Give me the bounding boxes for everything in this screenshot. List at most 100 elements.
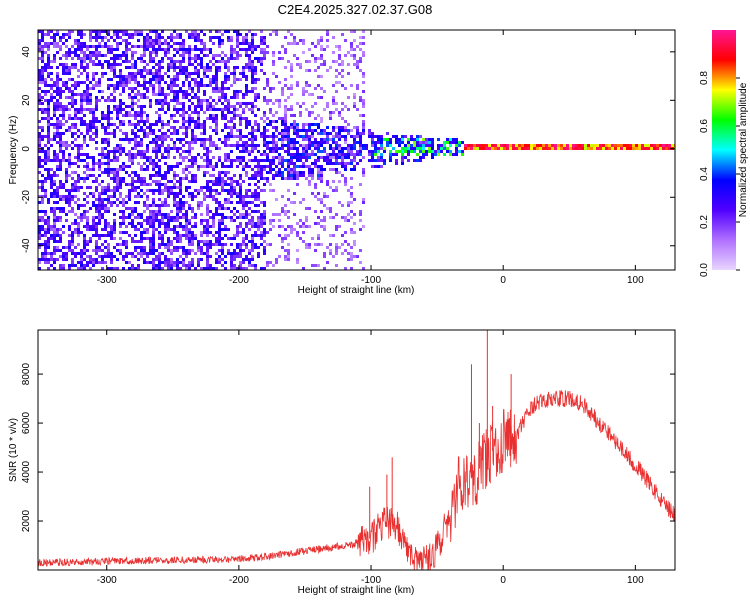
spectrogram-cell xyxy=(326,39,329,42)
spectrogram-cell xyxy=(167,216,170,219)
spectrogram-cell xyxy=(374,147,377,150)
spectrogram-cell xyxy=(38,141,41,144)
spectrogram-cell xyxy=(239,138,242,141)
spectrogram-cell xyxy=(107,45,110,48)
spectrogram-cell xyxy=(122,81,125,84)
spectrogram-cell xyxy=(188,243,191,246)
spectrogram-cell xyxy=(428,150,431,153)
spectrogram-cell xyxy=(326,138,329,141)
spectrogram-cell xyxy=(107,99,110,102)
spectrogram-cell xyxy=(134,138,137,141)
spectrogram-cell xyxy=(386,144,389,147)
spectrogram-cell xyxy=(119,177,122,180)
spectrogram-cell xyxy=(227,237,230,240)
spectrogram-cell xyxy=(89,192,92,195)
spectrogram-cell xyxy=(356,153,359,156)
spectrogram-cell xyxy=(215,66,218,69)
spectrogram-cell xyxy=(323,252,326,255)
spectrogram-cell xyxy=(212,108,215,111)
spectrogram-cell xyxy=(113,246,116,249)
spectrogram-cell xyxy=(92,165,95,168)
spectrogram-cell xyxy=(110,69,113,72)
spectrogram-cell xyxy=(176,165,179,168)
spectrogram-cell xyxy=(86,144,89,147)
spectrogram-cell xyxy=(83,153,86,156)
spectrogram-cell xyxy=(323,138,326,141)
spectrogram-cell xyxy=(263,96,266,99)
spectrogram-cell xyxy=(158,222,161,225)
spectrogram-cell xyxy=(173,96,176,99)
spectrogram-cell xyxy=(107,63,110,66)
spectrogram-cell xyxy=(254,33,257,36)
spectrogram-cell xyxy=(239,267,242,270)
spectrogram-cell xyxy=(407,153,410,156)
spectrogram-cell xyxy=(71,90,74,93)
spectrogram-cell xyxy=(254,267,257,270)
spectrogram-cell xyxy=(62,36,65,39)
spectrogram-cell xyxy=(110,255,113,258)
spectrogram-cell xyxy=(284,204,287,207)
spectrogram-cell xyxy=(293,201,296,204)
spectrogram-cell xyxy=(116,159,119,162)
spectrogram-cell xyxy=(242,228,245,231)
spectrogram-cell xyxy=(293,177,296,180)
spectrogram-cell xyxy=(359,228,362,231)
spectrogram-cell xyxy=(209,36,212,39)
spectrogram-cell xyxy=(200,138,203,141)
spectrogram-cell xyxy=(164,72,167,75)
spectrogram-cell xyxy=(293,192,296,195)
spectrogram-cell xyxy=(293,129,296,132)
spectrogram-cell xyxy=(239,198,242,201)
spectrogram-cell xyxy=(44,153,47,156)
spectrogram-cell xyxy=(236,39,239,42)
spectrogram-cell xyxy=(164,231,167,234)
spectrogram-cell xyxy=(158,45,161,48)
spectrogram-cell xyxy=(218,234,221,237)
spectrogram-cell xyxy=(68,54,71,57)
spectrogram-cell xyxy=(206,105,209,108)
spectrogram-cell xyxy=(272,132,275,135)
spectrogram-cell xyxy=(668,144,671,147)
spectrogram-cell xyxy=(77,186,80,189)
spectrogram-y-tick-label: 0 xyxy=(21,146,32,152)
spectrogram-cell xyxy=(74,63,77,66)
spectrogram-cell xyxy=(122,120,125,123)
spectrogram-cell xyxy=(272,147,275,150)
spectrogram-cell xyxy=(146,36,149,39)
spectrogram-cell xyxy=(62,111,65,114)
spectrogram-cell xyxy=(323,141,326,144)
spectrogram-cell xyxy=(50,225,53,228)
spectrogram-cell xyxy=(335,60,338,63)
spectrogram-cell xyxy=(41,66,44,69)
spectrogram-cell xyxy=(323,267,326,270)
spectrogram-cell xyxy=(116,48,119,51)
spectrogram-cell xyxy=(593,144,596,147)
spectrogram-cell xyxy=(143,69,146,72)
spectrogram-cell xyxy=(335,156,338,159)
spectrogram-cell xyxy=(260,36,263,39)
spectrogram-cell xyxy=(173,93,176,96)
spectrogram-cell xyxy=(302,222,305,225)
spectrogram-cell xyxy=(236,165,239,168)
spectrogram-cell xyxy=(158,72,161,75)
spectrogram-cell xyxy=(38,159,41,162)
spectrogram-cell xyxy=(143,84,146,87)
spectrogram-cell xyxy=(134,246,137,249)
spectrogram-cell xyxy=(206,249,209,252)
spectrogram-cell xyxy=(56,234,59,237)
spectrogram-cell xyxy=(263,135,266,138)
spectrogram-cell xyxy=(101,186,104,189)
spectrogram-cell xyxy=(239,33,242,36)
spectrogram-cell xyxy=(167,57,170,60)
spectrogram-cell xyxy=(200,78,203,81)
spectrogram-cell xyxy=(71,45,74,48)
spectrogram-cell xyxy=(176,204,179,207)
spectrogram-cell xyxy=(227,252,230,255)
spectrogram-cell xyxy=(128,267,131,270)
spectrogram-cell xyxy=(173,126,176,129)
spectrogram-cell xyxy=(62,186,65,189)
spectrogram-cell xyxy=(287,96,290,99)
spectrogram-cell xyxy=(77,117,80,120)
spectrogram-cell xyxy=(320,117,323,120)
spectrogram-cell xyxy=(179,138,182,141)
